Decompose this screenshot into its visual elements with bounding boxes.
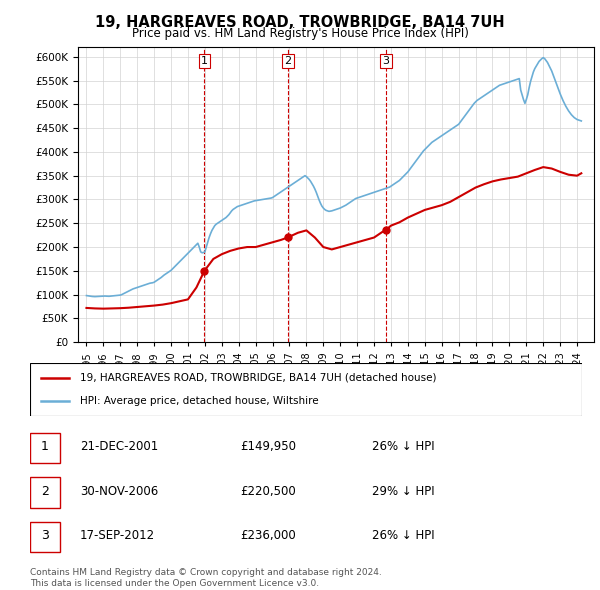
Text: 29% ↓ HPI: 29% ↓ HPI — [372, 484, 435, 498]
Text: 19, HARGREAVES ROAD, TROWBRIDGE, BA14 7UH: 19, HARGREAVES ROAD, TROWBRIDGE, BA14 7U… — [95, 15, 505, 30]
FancyBboxPatch shape — [30, 522, 61, 552]
Text: 21-DEC-2001: 21-DEC-2001 — [80, 440, 158, 453]
Text: 19, HARGREAVES ROAD, TROWBRIDGE, BA14 7UH (detached house): 19, HARGREAVES ROAD, TROWBRIDGE, BA14 7U… — [80, 373, 436, 383]
Text: £220,500: £220,500 — [240, 484, 296, 498]
FancyBboxPatch shape — [30, 363, 582, 416]
Text: 2: 2 — [284, 56, 292, 66]
Text: 3: 3 — [41, 529, 49, 542]
Text: 3: 3 — [383, 56, 389, 66]
Text: 17-SEP-2012: 17-SEP-2012 — [80, 529, 155, 542]
Text: 26% ↓ HPI: 26% ↓ HPI — [372, 440, 435, 453]
Text: £149,950: £149,950 — [240, 440, 296, 453]
Text: £236,000: £236,000 — [240, 529, 296, 542]
Text: 26% ↓ HPI: 26% ↓ HPI — [372, 529, 435, 542]
Text: This data is licensed under the Open Government Licence v3.0.: This data is licensed under the Open Gov… — [30, 579, 319, 588]
Text: 30-NOV-2006: 30-NOV-2006 — [80, 484, 158, 498]
Text: 1: 1 — [41, 440, 49, 453]
Text: Contains HM Land Registry data © Crown copyright and database right 2024.: Contains HM Land Registry data © Crown c… — [30, 568, 382, 576]
FancyBboxPatch shape — [30, 477, 61, 508]
Text: HPI: Average price, detached house, Wiltshire: HPI: Average price, detached house, Wilt… — [80, 396, 319, 406]
Text: 2: 2 — [41, 484, 49, 498]
Text: Price paid vs. HM Land Registry's House Price Index (HPI): Price paid vs. HM Land Registry's House … — [131, 27, 469, 40]
Text: 1: 1 — [201, 56, 208, 66]
FancyBboxPatch shape — [30, 433, 61, 464]
